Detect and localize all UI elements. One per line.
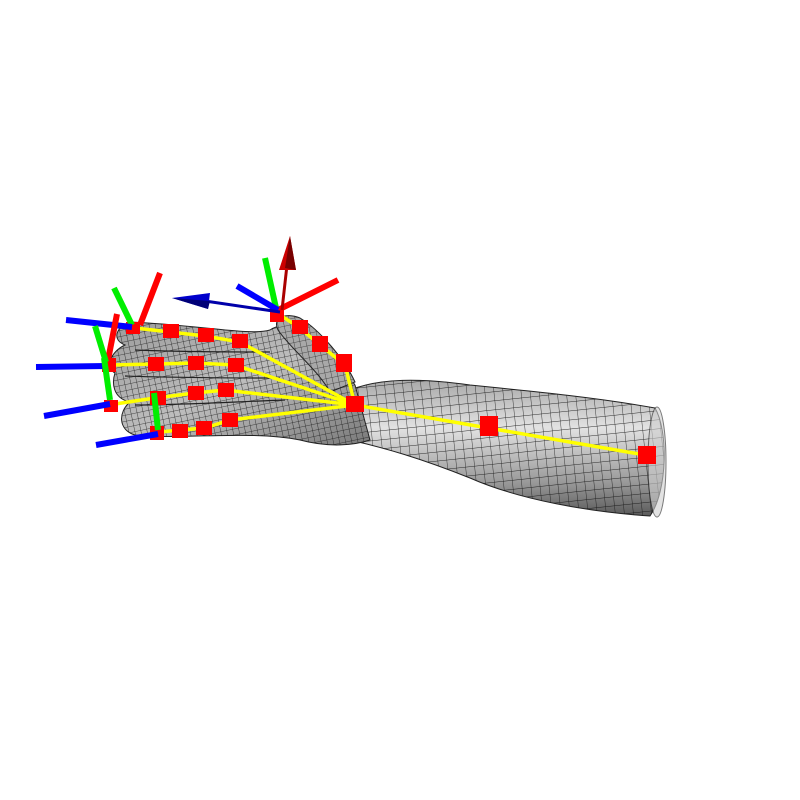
joint-marker bbox=[346, 396, 364, 412]
axis-gizmo-index bbox=[65, 271, 163, 330]
joint-marker bbox=[196, 421, 212, 435]
joint-marker bbox=[188, 356, 204, 370]
joint-marker bbox=[222, 413, 238, 427]
hand-mesh bbox=[109, 315, 371, 446]
joint-marker bbox=[148, 357, 164, 371]
axis-gizmo-thumb bbox=[235, 257, 340, 313]
axis-gizmos bbox=[35, 257, 340, 448]
joint-marker bbox=[198, 328, 214, 342]
axis-gizmo-middle bbox=[35, 313, 120, 370]
joint-marker bbox=[232, 334, 248, 348]
joint-marker bbox=[312, 336, 328, 352]
joint-marker bbox=[188, 386, 204, 400]
joint-marker bbox=[292, 320, 308, 334]
direction-arrows bbox=[172, 236, 296, 314]
joint-marker bbox=[163, 324, 179, 338]
joint-marker bbox=[172, 424, 188, 438]
joint-marker bbox=[480, 416, 498, 436]
axis-gizmo-pinky bbox=[95, 392, 161, 448]
joint-marker bbox=[638, 446, 656, 464]
joint-marker bbox=[336, 354, 352, 372]
bone-forearm bbox=[353, 403, 647, 457]
joint-markers bbox=[102, 308, 656, 464]
red-arrow bbox=[279, 236, 296, 311]
axis-gizmo-ring bbox=[43, 357, 113, 419]
joint-marker bbox=[218, 383, 234, 397]
blue-arrow bbox=[172, 293, 281, 314]
joint-marker bbox=[228, 358, 244, 372]
